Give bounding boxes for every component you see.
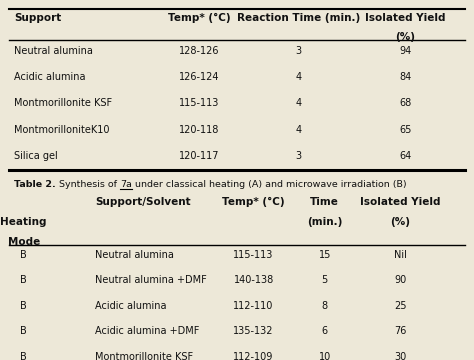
Text: Isolated Yield: Isolated Yield xyxy=(365,13,446,23)
Text: 84: 84 xyxy=(399,72,411,82)
Text: Neutral alumina: Neutral alumina xyxy=(14,46,93,56)
Text: Temp* (°C): Temp* (°C) xyxy=(168,13,230,23)
Text: Nil: Nil xyxy=(394,250,407,260)
Text: Isolated Yield: Isolated Yield xyxy=(360,197,441,207)
Text: 3: 3 xyxy=(296,46,301,56)
Text: Acidic alumina +DMF: Acidic alumina +DMF xyxy=(95,327,199,336)
Text: 4: 4 xyxy=(296,72,301,82)
Text: 6: 6 xyxy=(322,327,328,336)
Text: Synthesis of: Synthesis of xyxy=(56,180,120,189)
Text: 128-126: 128-126 xyxy=(179,46,219,56)
Text: 15: 15 xyxy=(319,250,331,260)
Text: Montmorillonite KSF: Montmorillonite KSF xyxy=(95,352,193,360)
Text: 10: 10 xyxy=(319,352,331,360)
Text: B: B xyxy=(20,301,27,311)
Text: 94: 94 xyxy=(399,46,411,56)
Text: 4: 4 xyxy=(296,125,301,135)
Text: 140-138: 140-138 xyxy=(234,275,273,285)
Text: Silica gel: Silica gel xyxy=(14,151,58,161)
Text: under classical heating (A) and microwave irradiation (B): under classical heating (A) and microwav… xyxy=(132,180,407,189)
Text: Montmorillonite KSF: Montmorillonite KSF xyxy=(14,98,112,108)
Text: Mode: Mode xyxy=(8,237,40,247)
Text: Acidic alumina: Acidic alumina xyxy=(14,72,86,82)
Text: 112-109: 112-109 xyxy=(233,352,274,360)
Text: 115-113: 115-113 xyxy=(179,98,219,108)
Text: 126-124: 126-124 xyxy=(179,72,219,82)
Text: 90: 90 xyxy=(394,275,407,285)
Text: B: B xyxy=(20,275,27,285)
Text: 8: 8 xyxy=(322,301,328,311)
Text: 25: 25 xyxy=(394,301,407,311)
Text: Neutral alumina: Neutral alumina xyxy=(95,250,173,260)
Text: (min.): (min.) xyxy=(307,217,342,227)
Text: 4: 4 xyxy=(296,98,301,108)
Text: 120-118: 120-118 xyxy=(179,125,219,135)
Text: 115-113: 115-113 xyxy=(233,250,274,260)
Text: B: B xyxy=(20,250,27,260)
Text: (%): (%) xyxy=(395,32,415,42)
Text: 65: 65 xyxy=(399,125,411,135)
Text: Support/Solvent: Support/Solvent xyxy=(95,197,191,207)
Text: 7a: 7a xyxy=(120,180,132,189)
Text: B: B xyxy=(20,352,27,360)
Text: (%): (%) xyxy=(391,217,410,227)
Text: 68: 68 xyxy=(399,98,411,108)
Text: 5: 5 xyxy=(321,275,328,285)
Text: 76: 76 xyxy=(394,327,407,336)
Text: Time: Time xyxy=(310,197,339,207)
Text: Temp* (°C): Temp* (°C) xyxy=(222,197,285,207)
Text: Heating: Heating xyxy=(0,217,47,227)
Text: Acidic alumina: Acidic alumina xyxy=(95,301,166,311)
Text: Support: Support xyxy=(14,13,62,23)
Text: Neutral alumina +DMF: Neutral alumina +DMF xyxy=(95,275,207,285)
Text: Table 2.: Table 2. xyxy=(14,180,56,189)
Text: 112-110: 112-110 xyxy=(233,301,274,311)
Text: 30: 30 xyxy=(394,352,407,360)
Text: B: B xyxy=(20,327,27,336)
Text: 64: 64 xyxy=(399,151,411,161)
Text: Reaction Time (min.): Reaction Time (min.) xyxy=(237,13,360,23)
Text: 120-117: 120-117 xyxy=(179,151,219,161)
Text: MontmorilloniteK10: MontmorilloniteK10 xyxy=(14,125,109,135)
Text: 135-132: 135-132 xyxy=(233,327,274,336)
Text: 3: 3 xyxy=(296,151,301,161)
